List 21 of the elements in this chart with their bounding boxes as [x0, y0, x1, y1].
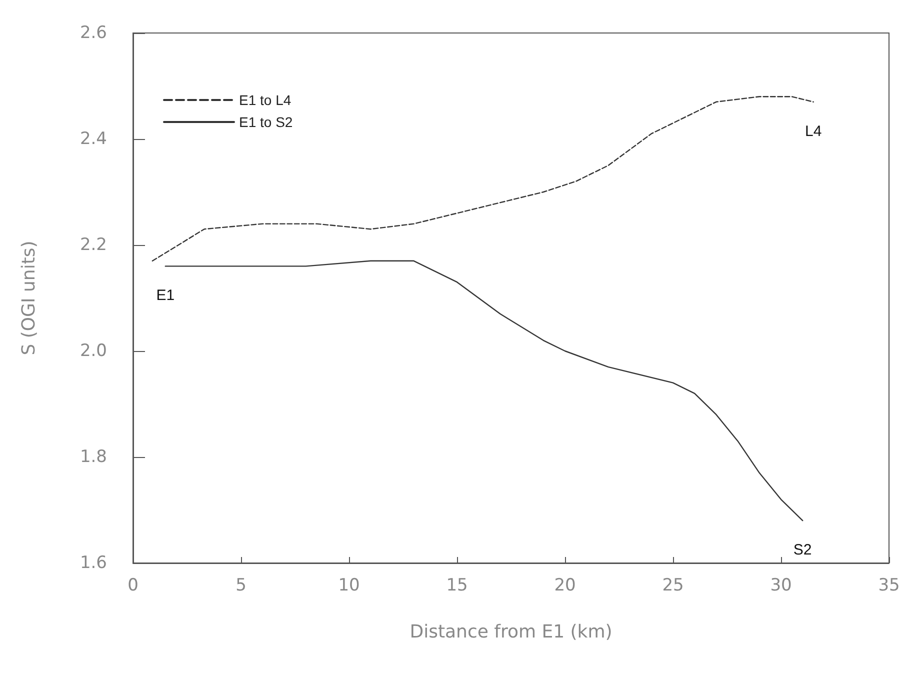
annotation: L4 — [805, 122, 822, 140]
x-tick-label: 10 — [338, 576, 360, 596]
y-axis-title: S (OGI units) — [18, 240, 40, 356]
annotation: S2 — [793, 542, 812, 559]
x-tick-label: 0 — [128, 576, 138, 596]
x-tick-label: 5 — [236, 576, 246, 596]
y-tick-label: 1.6 — [80, 553, 107, 573]
y-tick-label: 2.0 — [80, 341, 107, 361]
x-tick-label: 35 — [878, 576, 900, 596]
x-axis-title: Distance from E1 (km) — [410, 622, 612, 642]
x-tick-label: 20 — [554, 576, 576, 596]
x-tick-label: 15 — [446, 576, 468, 596]
x-tick-label: 30 — [770, 576, 792, 596]
y-tick-label: 2.2 — [80, 235, 107, 255]
x-tick-label: 25 — [662, 576, 684, 596]
y-tick-label: 2.4 — [80, 129, 107, 149]
legend-label: E1 to L4 — [239, 92, 292, 108]
y-tick-label: 2.6 — [80, 23, 107, 43]
legend-label: E1 to S2 — [239, 114, 293, 130]
y-tick-label: 1.8 — [80, 447, 107, 467]
annotation: E1 — [156, 287, 175, 304]
